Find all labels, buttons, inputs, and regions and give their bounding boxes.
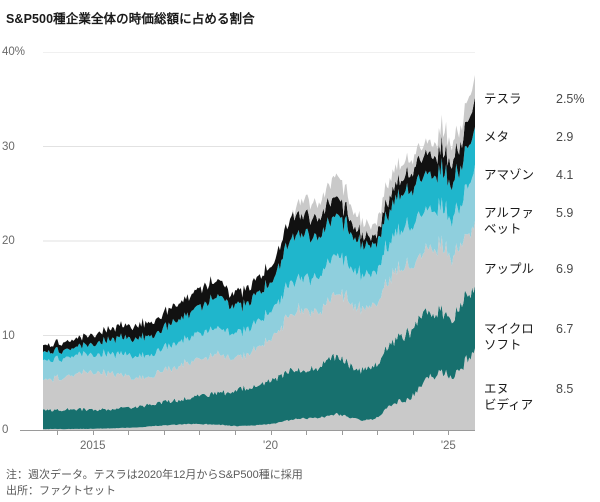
x-axis-tick bbox=[306, 430, 308, 435]
x-axis-tick-label: 2015 bbox=[79, 440, 106, 452]
legend-item-value: 5.9 bbox=[556, 206, 574, 220]
x-axis-tick bbox=[448, 430, 450, 435]
y-axis-tick-label: 30 bbox=[2, 140, 15, 153]
footnote-note: 注：週次データ。テスラは2020年12月からS&P500種に採用 bbox=[6, 469, 303, 481]
y-axis-tick-label: 0 bbox=[2, 424, 9, 436]
x-axis-tick bbox=[57, 430, 59, 435]
legend-item-label: アルファ ベット bbox=[484, 206, 534, 236]
area-band bbox=[43, 220, 475, 412]
legend-item-value: 6.9 bbox=[556, 262, 574, 276]
x-axis-tick bbox=[199, 430, 201, 435]
x-axis-tick-label: '20 bbox=[263, 440, 279, 452]
y-axis-labels: 40% 30 20 10 0 bbox=[0, 0, 43, 502]
x-axis-tick bbox=[412, 430, 414, 435]
x-axis-tick bbox=[235, 430, 236, 435]
legend-item-value: 2.9 bbox=[556, 130, 574, 144]
legend-item-value: 8.5 bbox=[556, 382, 574, 396]
y-axis-tick-label: 10 bbox=[2, 329, 15, 342]
x-axis-tick bbox=[128, 430, 130, 435]
y-axis-tick-label: 40% bbox=[2, 46, 26, 58]
area-band bbox=[43, 164, 475, 383]
x-axis-tick bbox=[163, 430, 165, 435]
legend-item-value: 4.1 bbox=[556, 168, 574, 182]
footnote-source: 出所：ファクトセット bbox=[6, 485, 116, 497]
x-axis-tick bbox=[341, 430, 343, 435]
page-title: S&P500種企業全体の時価総額に占める割合 bbox=[6, 12, 255, 26]
chart-legend: テスラ 2.5% メタ 2.9 アマゾン 4.1 アルファ ベット 5.9 アップル 6.9 マイク… bbox=[484, 52, 600, 432]
x-axis-tick bbox=[377, 430, 379, 435]
x-axis-tick bbox=[270, 430, 272, 435]
legend-item-label: アップル bbox=[484, 262, 535, 276]
legend-item-value: 6.7 bbox=[556, 322, 574, 336]
legend-item-value: 2.5% bbox=[556, 92, 585, 106]
legend-item-label: エヌ ビディア bbox=[484, 382, 534, 412]
x-axis-tick bbox=[92, 430, 94, 435]
area-band bbox=[43, 285, 475, 430]
legend-item-label: メタ bbox=[484, 130, 510, 144]
chart-plot-area bbox=[43, 52, 475, 430]
legend-item-label: アマゾン bbox=[484, 168, 535, 182]
area-band bbox=[43, 348, 475, 430]
x-axis-line bbox=[20, 430, 475, 431]
x-axis-tick-label: '25 bbox=[440, 440, 456, 452]
area-band bbox=[43, 127, 475, 363]
stacked-area-chart bbox=[43, 52, 475, 430]
legend-item-label: テスラ bbox=[484, 92, 522, 106]
legend-item-label: マイクロ ソフト bbox=[484, 322, 534, 352]
y-axis-tick-label: 20 bbox=[2, 235, 15, 247]
